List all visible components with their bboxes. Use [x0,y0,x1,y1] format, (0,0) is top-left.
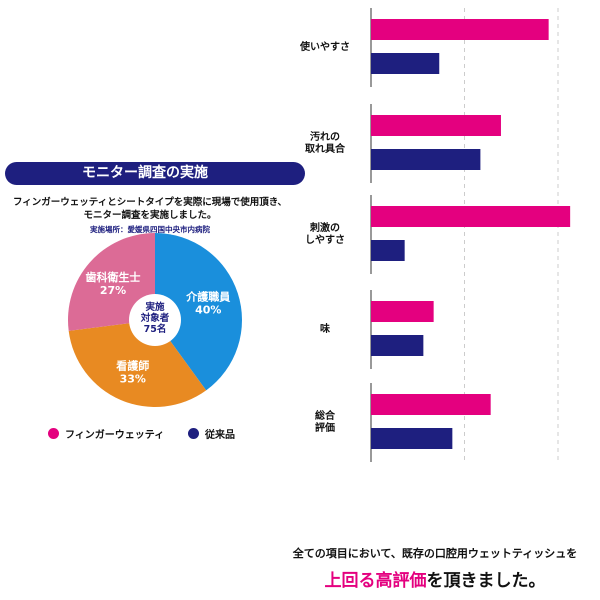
bar-chart [370,8,571,462]
pie-slice [68,320,207,407]
legend-conventional: 従来品 [188,426,235,441]
category-label-line: 総合 [315,410,335,422]
category-label: 総合 評価 [290,411,360,435]
category-label-line: 取れ具合 [305,143,345,155]
category-label-line: 使いやすさ [300,41,350,53]
pie-center-text: 75名 [144,323,167,335]
survey-location: 実施場所：愛媛県四国中央市内病院 [90,225,210,234]
intro-line-1: フィンガーウェッティとシートタイプを実際に現場で使用頂き、 [12,197,288,208]
bar-conventional [371,335,424,356]
bar-conventional [371,149,481,170]
category-label-line: 刺激の [310,222,340,234]
bar-finger [371,394,491,415]
intro-line-2: モニター調査を実施しました。 [83,210,217,221]
pie-slice-pct: 40% [195,304,221,317]
bar-finger [371,115,501,136]
bar-conventional [371,53,440,74]
category-label: 汚れの 取れ具合 [290,132,360,156]
bar-conventional [371,428,453,449]
legend-conventional-swatch [188,428,199,439]
category-label-line: しやすさ [305,234,345,246]
category-label: 刺激の しやすさ [290,223,360,247]
survey-title: モニター調査の実施 [5,162,305,185]
category-label-line: 味 [320,323,330,335]
footer-line-1: 全ての項目において、既存の口腔用ウェットティッシュを [292,547,578,560]
bar-finger [371,206,571,227]
bar-finger [371,19,549,40]
pie-center-text: 対象者 [140,312,170,324]
category-label-line: 評価 [315,422,335,434]
pie-slice-pct: 33% [120,372,146,385]
pie-slice [155,233,242,391]
category-label: 使いやすさ [290,42,360,54]
bar-conventional [371,240,405,261]
pie-slice-label: 看護師 [116,358,149,372]
pie-slice-label: 歯科衛生士 [85,270,140,284]
category-label-line: 汚れの [310,131,340,143]
legend-conventional-label: 従来品 [205,430,235,441]
footer-rest: を頂きました。 [426,571,546,591]
pie-slice-pct: 27% [100,284,126,297]
pie-slice-label: 介護職員 [185,290,230,304]
pie-center [129,294,181,346]
bar-finger [371,301,434,322]
footer-highlight: 上回る高評価 [324,571,427,591]
legend-finger-swatch [48,428,59,439]
footer-line-2: 上回る高評価を頂きました。 [270,566,600,591]
legend-finger: フィンガーウェッティ [48,426,164,441]
legend-finger-label: フィンガーウェッティ [65,430,165,441]
pie-center-text: 実施 [145,301,165,313]
category-label: 味 [290,324,360,336]
